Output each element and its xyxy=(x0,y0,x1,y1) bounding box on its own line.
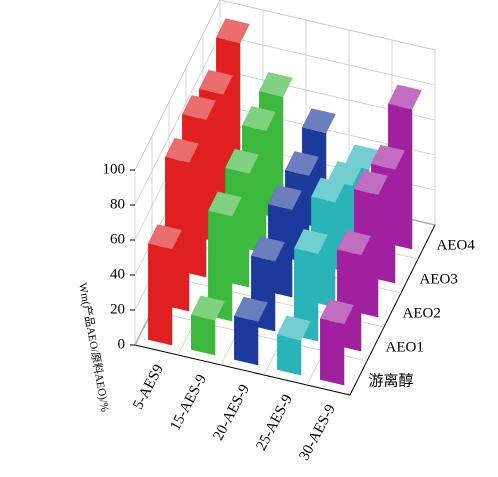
bar xyxy=(320,299,354,386)
z-tick-label: 60 xyxy=(110,231,125,247)
bar-top-face xyxy=(148,224,182,250)
bar xyxy=(148,224,182,346)
z-tick-label: 20 xyxy=(110,301,125,317)
bar xyxy=(277,315,311,376)
z-tick-label: 40 xyxy=(110,266,125,282)
x-tick-label: 15-AES-9 xyxy=(167,372,210,433)
depth-tick-label: AEO4 xyxy=(437,237,476,253)
bar-top-face xyxy=(242,106,276,131)
bar-top-face xyxy=(371,144,405,170)
bar-top-face xyxy=(337,230,371,256)
x-tick-label: 20-AES-9 xyxy=(210,382,253,443)
bar-front-face xyxy=(294,248,319,342)
z-axis-label: Wm(产品AEO/原料AEO)/% xyxy=(76,282,112,413)
bar-front-face xyxy=(277,334,302,376)
x-tick-label: 5-AES9 xyxy=(130,362,167,412)
grid-line xyxy=(134,0,436,171)
depth-tick-label: AEO3 xyxy=(420,271,458,287)
bar-top-face xyxy=(320,299,354,325)
bar-top-face xyxy=(182,95,216,120)
bar-top-face xyxy=(268,185,302,210)
bar-top-face xyxy=(225,148,259,174)
bar-top-face xyxy=(285,151,319,176)
bar xyxy=(208,191,242,322)
x-tick-label: 30-AES-9 xyxy=(296,402,339,463)
bar-top-face xyxy=(294,229,328,254)
z-tick-label: 100 xyxy=(103,161,126,177)
depth-tick-label: AEO1 xyxy=(386,339,424,355)
bar-top-face xyxy=(388,84,422,110)
bar-front-face xyxy=(148,243,173,346)
bar-front-face xyxy=(208,210,233,322)
bar-top-face xyxy=(165,137,199,163)
bar xyxy=(294,229,328,342)
bar-top-face xyxy=(191,295,225,321)
bar-top-face xyxy=(345,144,379,170)
wall-frame xyxy=(134,0,436,345)
bar-top-face xyxy=(259,72,293,97)
depth-tick-label: AEO2 xyxy=(403,305,441,321)
bar-top-face xyxy=(302,108,336,134)
bar-top-face xyxy=(216,18,250,44)
bar xyxy=(234,296,268,366)
bar-top-face xyxy=(311,177,345,203)
bar xyxy=(191,295,225,356)
z-tick-label: 80 xyxy=(110,196,125,212)
bar-front-face xyxy=(191,314,216,356)
bar-top-face xyxy=(199,69,233,95)
bar-top-face xyxy=(234,296,268,322)
bar-top-face xyxy=(328,161,362,186)
z-tick-label: 0 xyxy=(118,336,126,352)
bar-top-face xyxy=(277,315,311,341)
x-tick-label: 25-AES-9 xyxy=(253,392,296,453)
bar-front-face xyxy=(234,315,259,366)
depth-tick-label: 游离醇 xyxy=(369,372,414,389)
bar-top-face xyxy=(251,236,285,262)
bar-front-face xyxy=(320,318,345,386)
bar-top-face xyxy=(208,191,242,217)
bar-top-face xyxy=(354,170,388,195)
